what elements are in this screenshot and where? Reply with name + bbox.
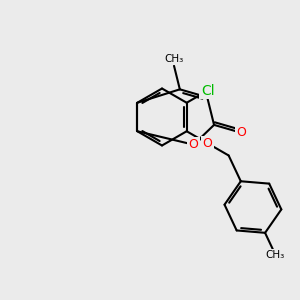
Text: CH₃: CH₃	[266, 250, 285, 260]
Text: O: O	[203, 137, 213, 150]
Text: Cl: Cl	[201, 84, 214, 98]
Text: CH₃: CH₃	[164, 54, 184, 64]
Text: O: O	[236, 126, 246, 139]
Text: O: O	[189, 138, 199, 151]
